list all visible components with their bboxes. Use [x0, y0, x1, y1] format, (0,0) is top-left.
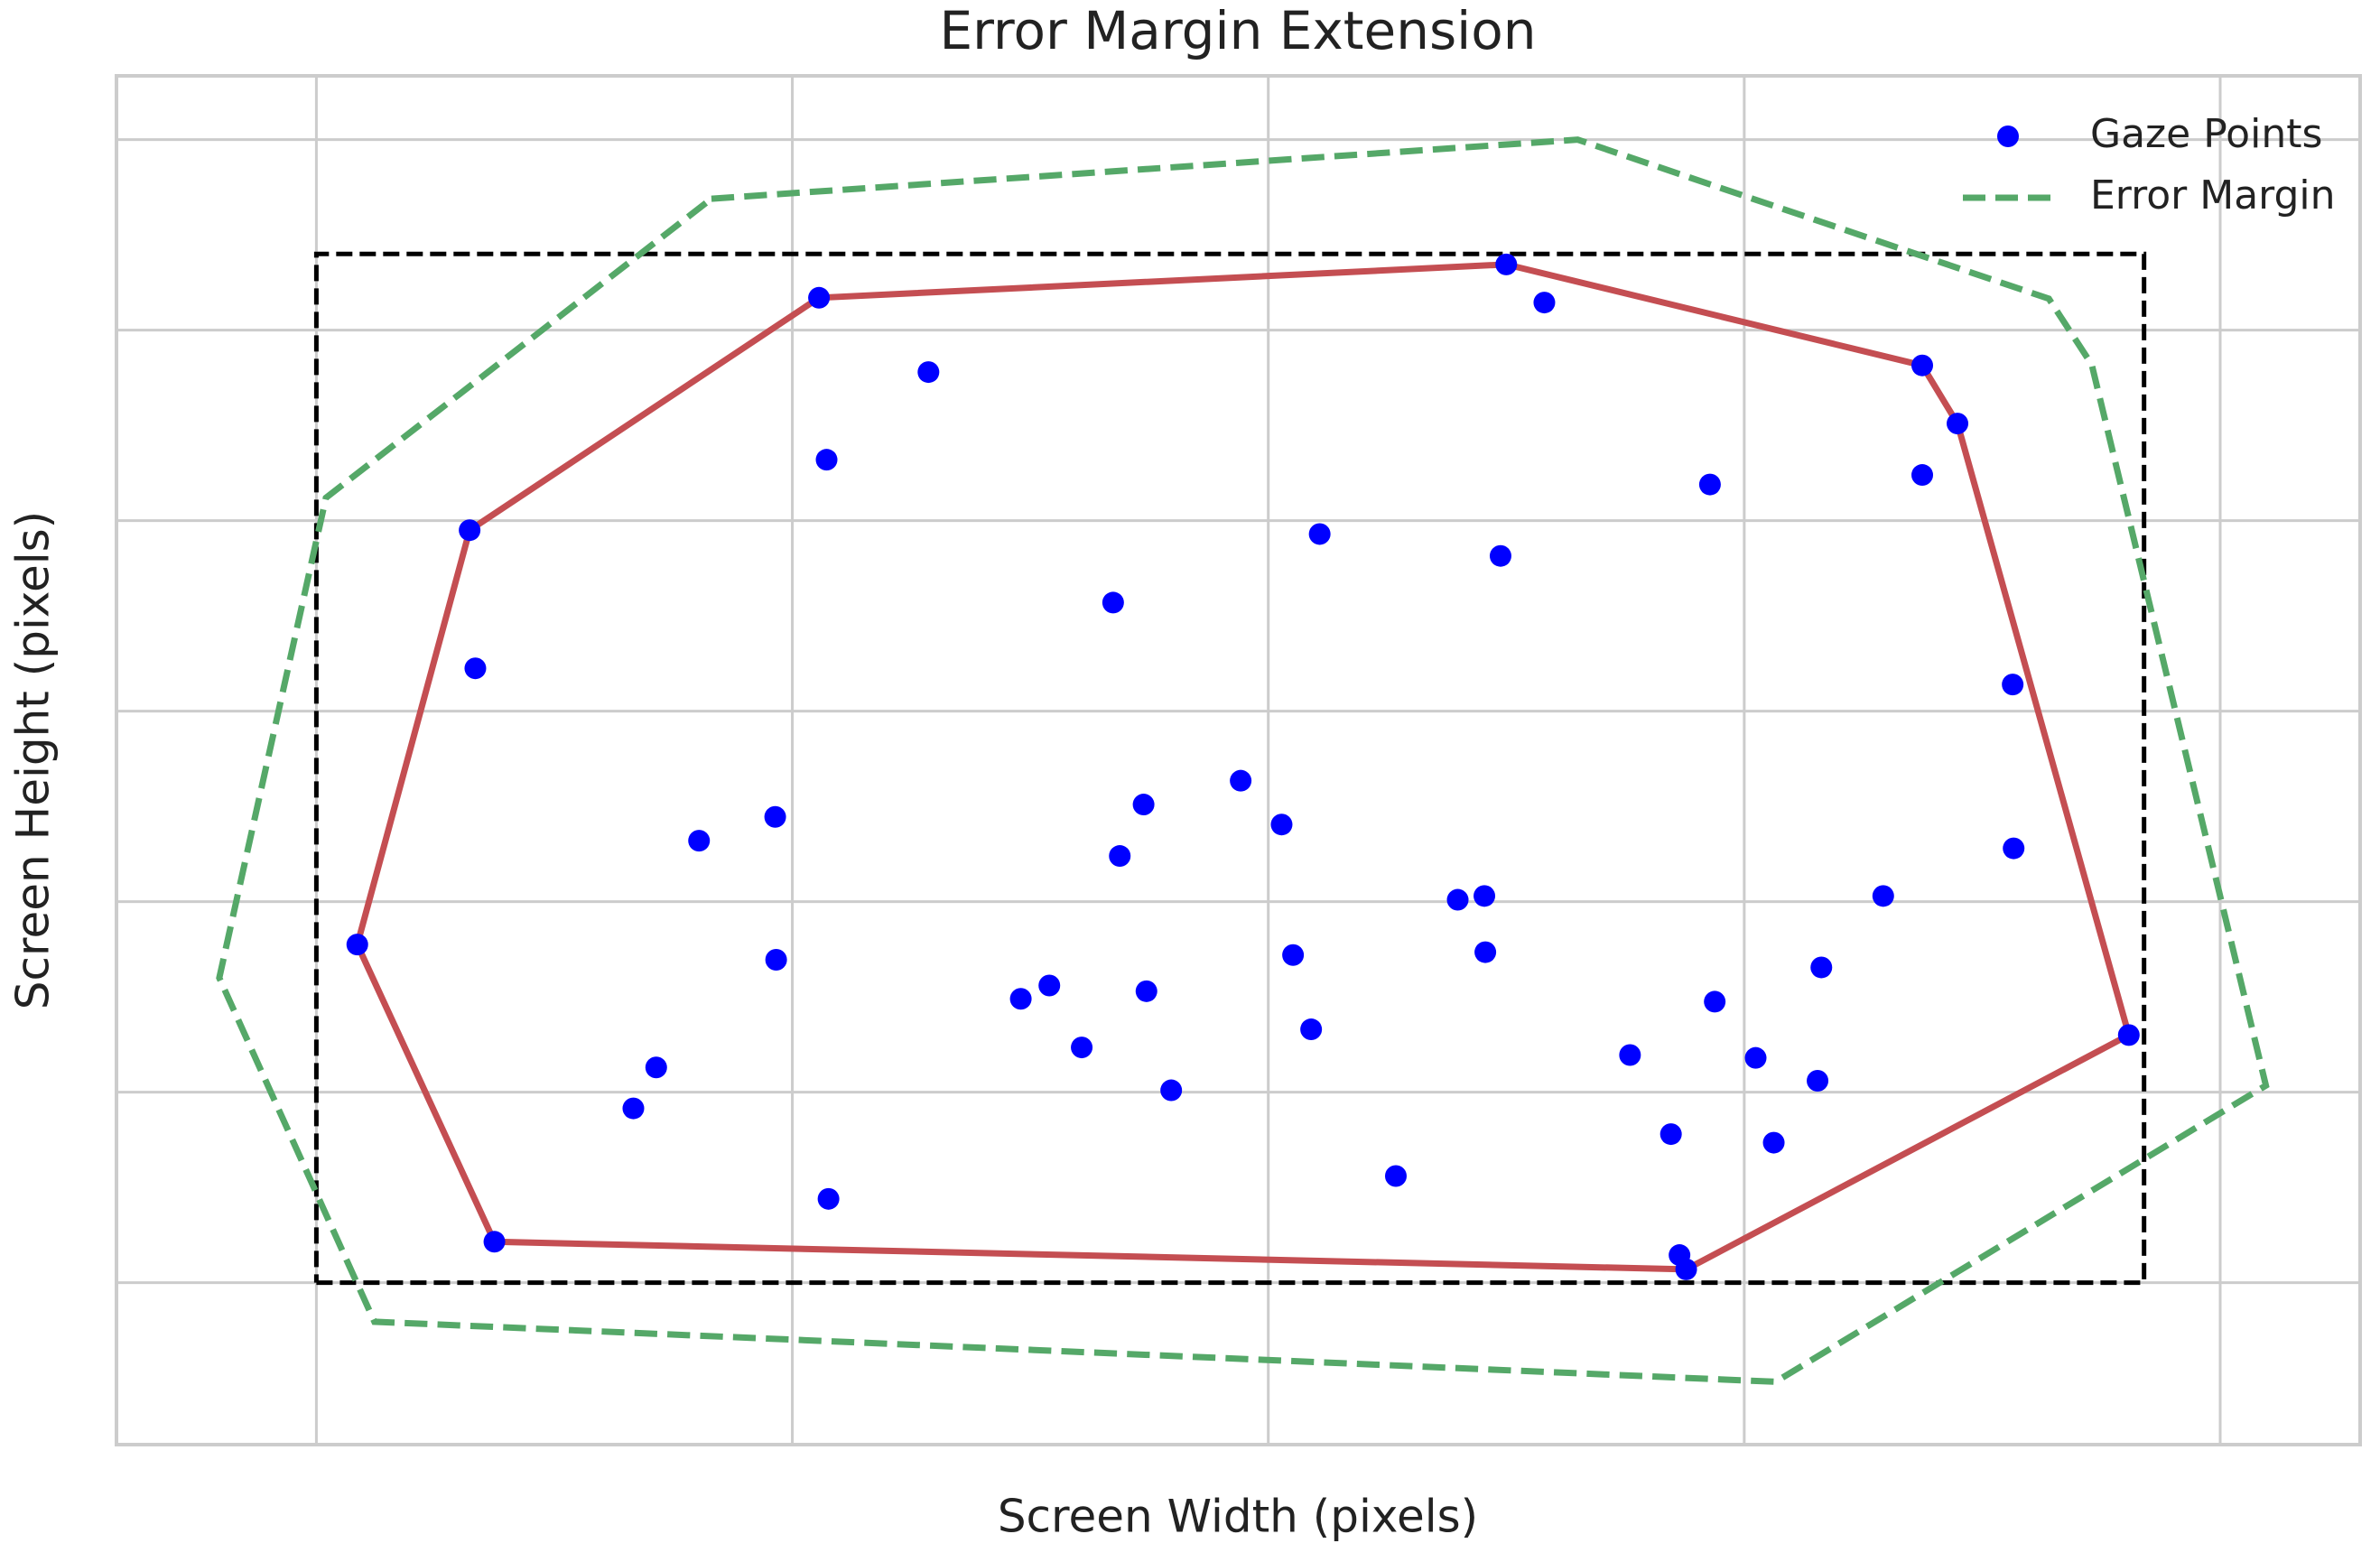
screen-bounds: [313, 251, 2147, 1286]
gaze-point: [2117, 1024, 2140, 1046]
gaze-point: [1762, 1131, 1785, 1154]
gaze-point: [1911, 464, 1934, 487]
gaze-point: [815, 449, 838, 471]
gaze-point: [1810, 956, 1833, 979]
gaze-point: [1807, 1069, 1829, 1092]
gaze-point: [622, 1097, 645, 1120]
gaze-point: [1384, 1165, 1407, 1187]
gaze-point: [1489, 544, 1511, 567]
gaze-point: [1675, 1258, 1697, 1280]
x-axis-label: Screen Width (pixels): [998, 1491, 1478, 1543]
plot-frame: [115, 74, 2362, 1446]
gaze-point: [1744, 1046, 1767, 1069]
gaze-point: [464, 657, 487, 680]
y-axis-label: Screen Height (pixels): [7, 511, 60, 1009]
gaze-point: [1446, 888, 1469, 911]
gaze-point: [1911, 354, 1934, 377]
gaze-point: [2002, 674, 2024, 696]
gaze-point: [1160, 1079, 1183, 1102]
gaze-point: [1474, 941, 1497, 963]
chart-title: Error Margin Extension: [939, 0, 1536, 61]
gaze-point: [2003, 837, 2025, 860]
gaze-point: [1132, 794, 1155, 816]
gaze-point: [1495, 253, 1518, 275]
gaze-point: [1135, 980, 1157, 1002]
gaze-point: [917, 361, 940, 384]
gaze-point: [764, 805, 786, 828]
gaze-point: [1102, 591, 1124, 614]
gaze-point: [688, 830, 711, 852]
gaze-point: [1659, 1123, 1682, 1146]
gaze-point: [1474, 885, 1496, 907]
gaze-point: [1270, 814, 1293, 836]
legend-label: Error Margin: [2090, 172, 2336, 218]
gaze-point: [1533, 292, 1556, 314]
gaze-point: [1300, 1018, 1323, 1041]
convex-hull: [354, 261, 2133, 1273]
gaze-point: [1704, 990, 1726, 1013]
gaze-point: [1698, 473, 1721, 496]
gaze-point: [808, 286, 831, 309]
gaze-point: [1308, 523, 1331, 545]
gaze-point: [1947, 413, 1969, 435]
gaze-point: [765, 949, 787, 972]
gaze-point: [1230, 769, 1252, 792]
gaze-point: [1071, 1037, 1093, 1059]
gaze-point: [817, 1187, 840, 1210]
gaze-point: [1282, 944, 1305, 966]
gaze-point: [645, 1056, 667, 1079]
gaze-point: [1619, 1044, 1641, 1066]
gaze-point: [459, 519, 481, 542]
error-margin-line: [216, 136, 2270, 1385]
gaze-point: [1038, 974, 1061, 997]
gaze-point: [1872, 885, 1894, 907]
legend-marker: [1997, 126, 2019, 147]
legend-label: Gaze Points: [2090, 111, 2322, 157]
gaze-point: [483, 1231, 506, 1253]
gaze-point: [346, 934, 368, 956]
gaze-point: [1109, 845, 1131, 868]
gaze-point: [1009, 988, 1032, 1010]
